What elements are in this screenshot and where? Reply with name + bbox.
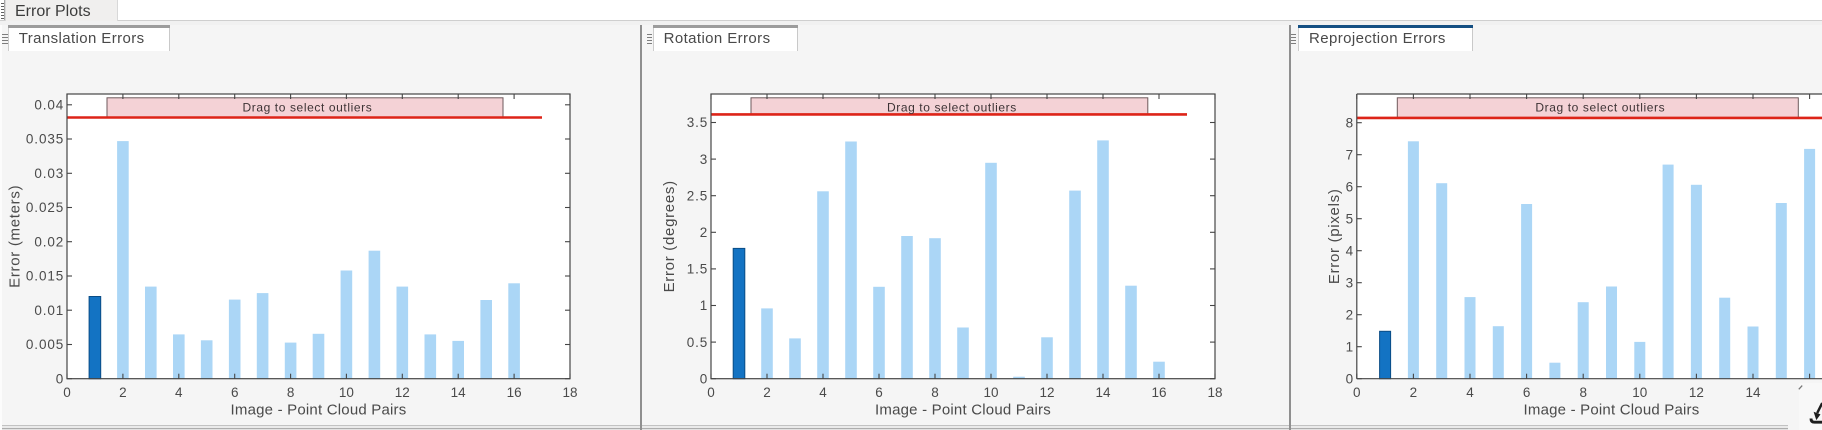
svg-text:18: 18 xyxy=(1207,385,1222,400)
svg-text:6: 6 xyxy=(231,385,239,400)
svg-text:4: 4 xyxy=(175,385,183,400)
svg-text:18: 18 xyxy=(562,385,577,400)
svg-text:Error (degrees): Error (degrees) xyxy=(661,180,678,292)
svg-text:Drag to select outliers: Drag to select outliers xyxy=(1535,100,1665,114)
svg-text:1.5: 1.5 xyxy=(687,262,708,277)
svg-text:10: 10 xyxy=(339,385,354,400)
svg-text:Image - Point Cloud Pairs: Image - Point Cloud Pairs xyxy=(1524,402,1700,419)
svg-text:8: 8 xyxy=(931,385,939,400)
svg-text:6: 6 xyxy=(1523,385,1531,400)
svg-text:Drag to select outliers: Drag to select outliers xyxy=(887,100,1017,114)
svg-text:Error (meters): Error (meters) xyxy=(7,185,24,288)
svg-text:1: 1 xyxy=(700,298,708,313)
svg-text:0.03: 0.03 xyxy=(34,166,64,181)
svg-text:Image - Point Cloud Pairs: Image - Point Cloud Pairs xyxy=(875,402,1051,419)
svg-text:12: 12 xyxy=(1039,385,1054,400)
svg-text:14: 14 xyxy=(451,385,467,400)
svg-text:0: 0 xyxy=(700,371,708,386)
svg-text:0: 0 xyxy=(1346,371,1354,386)
svg-text:2.5: 2.5 xyxy=(687,188,708,203)
svg-text:0.005: 0.005 xyxy=(26,337,64,352)
svg-text:0: 0 xyxy=(1353,385,1361,400)
svg-text:6: 6 xyxy=(875,385,883,400)
svg-text:8: 8 xyxy=(287,385,295,400)
svg-text:16: 16 xyxy=(507,385,522,400)
svg-text:Error (pixels): Error (pixels) xyxy=(1326,188,1343,284)
svg-text:2: 2 xyxy=(119,385,127,400)
svg-text:0: 0 xyxy=(63,385,71,400)
svg-text:0.02: 0.02 xyxy=(34,234,64,249)
svg-text:14: 14 xyxy=(1745,385,1761,400)
svg-text:7: 7 xyxy=(1346,147,1354,162)
svg-text:3.5: 3.5 xyxy=(687,115,708,130)
svg-text:8: 8 xyxy=(1579,385,1587,400)
svg-text:10: 10 xyxy=(983,385,998,400)
svg-text:0: 0 xyxy=(56,371,64,386)
svg-text:4: 4 xyxy=(1346,243,1354,258)
svg-text:8: 8 xyxy=(1346,115,1354,130)
svg-text:0.5: 0.5 xyxy=(687,335,708,350)
svg-text:14: 14 xyxy=(1095,385,1111,400)
svg-text:2: 2 xyxy=(700,225,708,240)
svg-text:16: 16 xyxy=(1151,385,1166,400)
svg-text:4: 4 xyxy=(1466,385,1474,400)
svg-text:3: 3 xyxy=(1346,275,1354,290)
svg-text:2: 2 xyxy=(1346,307,1354,322)
svg-text:0.015: 0.015 xyxy=(26,269,64,284)
svg-text:0.01: 0.01 xyxy=(34,303,64,318)
svg-text:2: 2 xyxy=(1410,385,1418,400)
svg-text:12: 12 xyxy=(1689,385,1704,400)
svg-text:1: 1 xyxy=(1346,339,1354,354)
svg-text:5: 5 xyxy=(1346,211,1354,226)
svg-text:Image - Point Cloud Pairs: Image - Point Cloud Pairs xyxy=(231,402,407,419)
svg-text:0.035: 0.035 xyxy=(26,132,64,147)
svg-text:0.025: 0.025 xyxy=(26,200,64,215)
svg-text:4: 4 xyxy=(819,385,827,400)
svg-text:10: 10 xyxy=(1632,385,1647,400)
svg-text:2: 2 xyxy=(763,385,771,400)
svg-text:3: 3 xyxy=(700,152,708,167)
svg-text:12: 12 xyxy=(395,385,410,400)
svg-text:0: 0 xyxy=(707,385,715,400)
svg-text:Drag to select outliers: Drag to select outliers xyxy=(242,100,372,114)
svg-text:6: 6 xyxy=(1346,179,1354,194)
svg-text:0.04: 0.04 xyxy=(34,98,64,113)
